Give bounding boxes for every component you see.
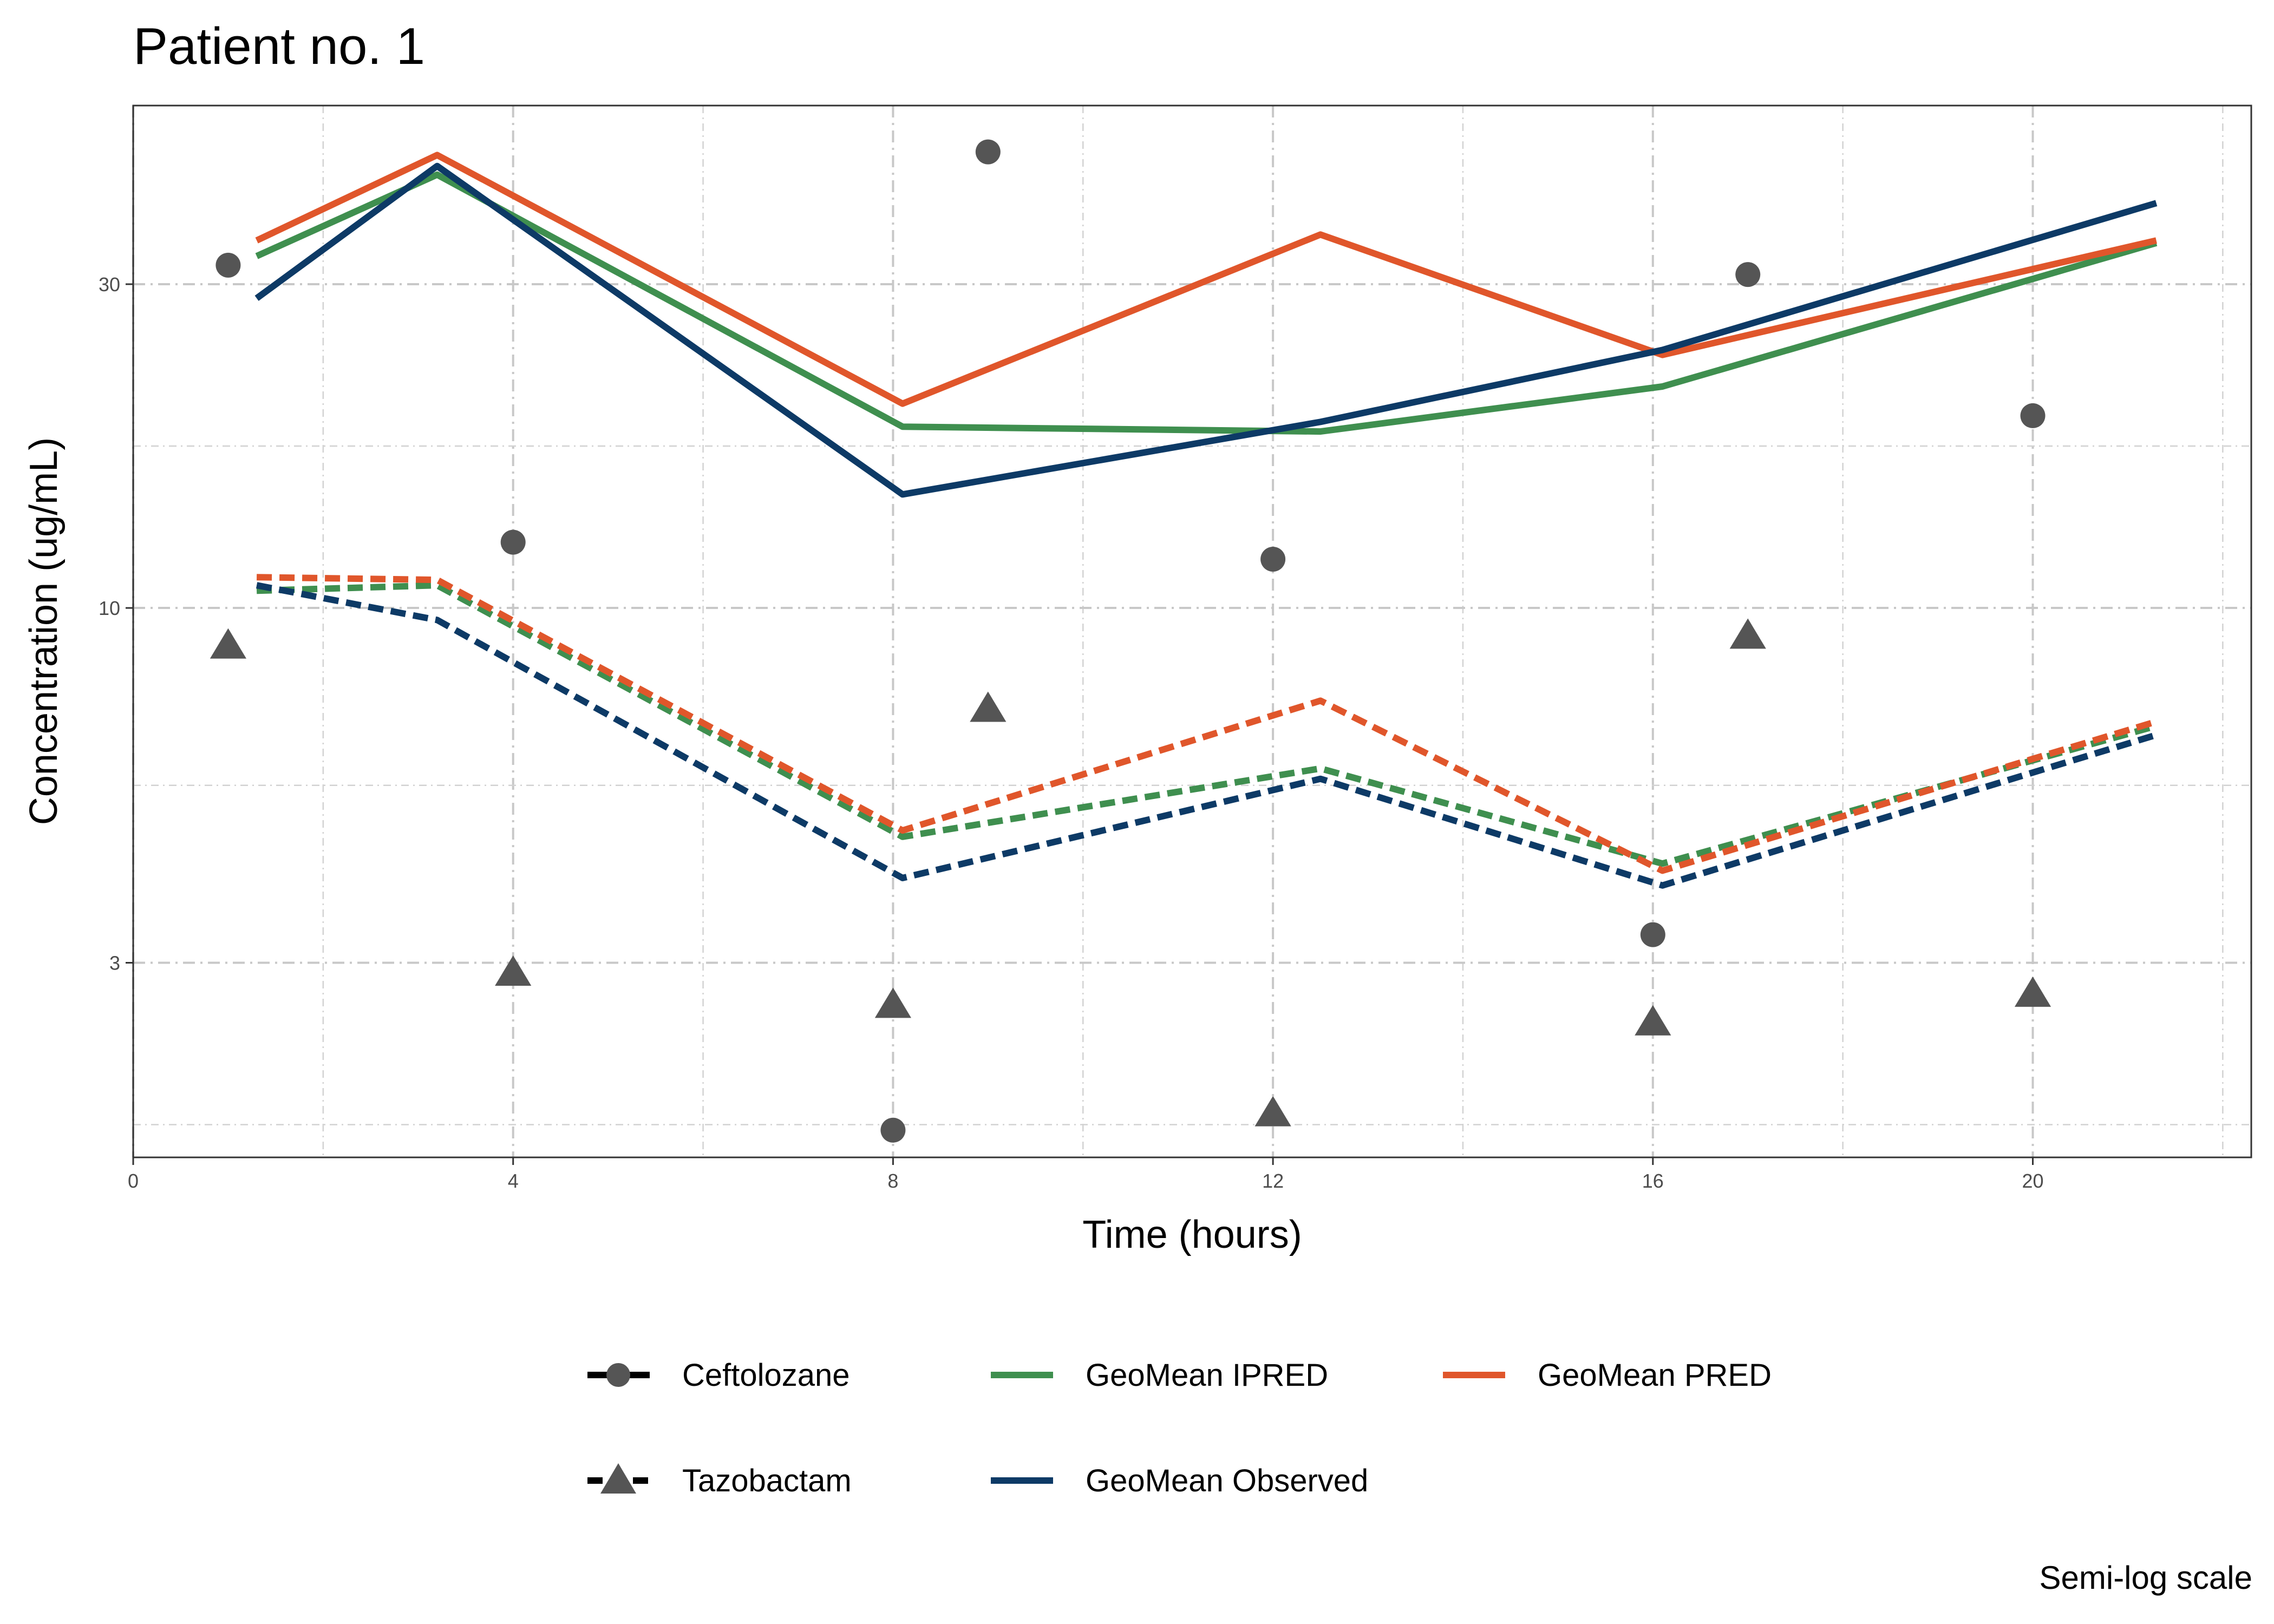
plot-panel-border [132, 104, 2252, 1158]
data-points [210, 139, 2051, 1143]
legend-item-ceftolozane: Ceftolozane [587, 1358, 850, 1393]
x-tick-label: 0 [128, 1170, 139, 1192]
point-ceftolozane [215, 252, 241, 278]
legend-label: Ceftolozane [682, 1358, 850, 1393]
series-line-tazobactam-geomean-pred [257, 574, 2158, 874]
series-line-ceftolozane-geomean-observed [254, 162, 2158, 498]
x-axis-title: Time (hours) [1082, 1213, 1302, 1256]
point-tazobactam [970, 691, 1007, 722]
point-tazobactam [210, 628, 247, 659]
legend-item-geomean-pred: GeoMean PRED [1443, 1358, 1772, 1393]
x-tick-label: 20 [2022, 1170, 2043, 1192]
point-tazobactam [1729, 618, 1766, 649]
legend-item-geomean-ipred: GeoMean IPRED [991, 1358, 1328, 1393]
legend-label: GeoMean Observed [1086, 1463, 1368, 1498]
point-tazobactam [495, 955, 532, 986]
y-axis-title: Concentration (ug/mL) [22, 437, 66, 825]
grid [132, 106, 2251, 1157]
legend-label: GeoMean IPRED [1086, 1358, 1328, 1393]
y-tick-label: 30 [99, 273, 120, 296]
series-line-ceftolozane-geomean-pred [255, 152, 2157, 407]
point-ceftolozane [880, 1117, 906, 1143]
legend-key-circle [606, 1363, 630, 1387]
chart-title: Patient no. 1 [133, 17, 425, 75]
point-tazobactam [874, 987, 912, 1018]
caption: Semi-log scale [2040, 1560, 2253, 1596]
point-ceftolozane [500, 529, 526, 555]
point-ceftolozane [1260, 546, 1286, 572]
axes: 0 4 8 12 16 20 3 10 30 [99, 273, 2044, 1192]
x-tick-label: 12 [1262, 1170, 1284, 1192]
point-ceftolozane [1735, 262, 1761, 287]
legend-label: GeoMean PRED [1538, 1358, 1772, 1393]
legend-key-triangle [600, 1463, 636, 1494]
point-tazobactam [2014, 976, 2051, 1007]
point-tazobactam [1254, 1096, 1291, 1127]
x-tick-label: 8 [887, 1170, 898, 1192]
point-tazobactam [1635, 1005, 1671, 1036]
legend: Ceftolozane GeoMean IPRED GeoMean PRED Tazo… [587, 1358, 1772, 1498]
point-ceftolozane [975, 139, 1001, 165]
x-tick-label: 4 [508, 1170, 519, 1192]
x-tick-label: 16 [1642, 1170, 1664, 1192]
y-tick-label: 3 [109, 952, 120, 974]
point-ceftolozane [1640, 922, 1665, 947]
y-tick-label: 10 [99, 597, 120, 619]
series-line-tazobactam-geomean-ipred [256, 582, 2158, 867]
point-ceftolozane [2020, 403, 2046, 428]
legend-item-tazobactam: Tazobactam [587, 1463, 852, 1498]
legend-label: Tazobactam [682, 1463, 852, 1498]
series-lines [254, 152, 2158, 889]
legend-item-geomean-observed: GeoMean Observed [991, 1463, 1368, 1498]
